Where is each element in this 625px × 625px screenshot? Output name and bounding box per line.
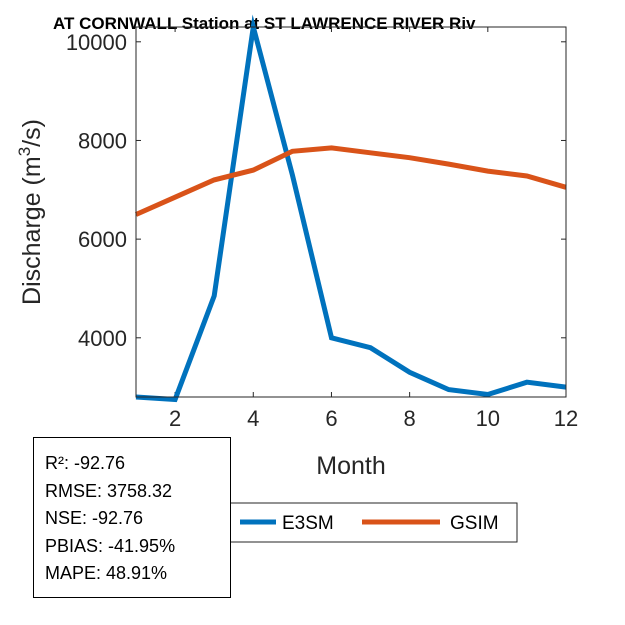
y-tick-labels: 4000 6000 8000 10000 — [66, 30, 127, 351]
stat-nse: NSE: -92.76 — [45, 508, 144, 528]
stat-rmse: RMSE: 3758.32 — [45, 480, 173, 501]
plot-frame — [135, 26, 567, 398]
y-axis-label-suffix: /s) — [18, 119, 46, 147]
legend-label-gsim: GSIM — [450, 513, 499, 534]
y-tick-label-6000: 6000 — [78, 227, 127, 252]
y-axis-label-superscript: 3 — [15, 147, 34, 156]
x-tick-label-10: 10 — [476, 406, 500, 431]
y-tick-label-10000: 10000 — [66, 30, 127, 55]
stat-pbias: PBIAS: -41.95% — [45, 535, 176, 556]
chart-title: AT CORNWALL Station at ST LAWRENCE RIVER… — [53, 14, 476, 33]
y-axis-label: Discharge (m3/s) — [15, 119, 46, 305]
x-tick-labels: 2 4 6 8 10 12 — [169, 406, 578, 431]
x-tick-label-2: 2 — [169, 406, 181, 431]
legend-label-e3sm: E3SM — [282, 513, 334, 534]
stats-box: R²: -92.76 RMSE: 3758.32 NSE: -92.76 PBI… — [33, 437, 231, 598]
series-line-e3sm — [135, 14, 567, 403]
x-tick-label-8: 8 — [404, 406, 416, 431]
x-tick-label-4: 4 — [247, 406, 259, 431]
x-tick-label-12: 12 — [554, 406, 578, 431]
stat-mape: MAPE: 48.91% — [45, 563, 168, 583]
y-tick-label-8000: 8000 — [78, 128, 127, 153]
y-axis-label-prefix: Discharge (m — [18, 156, 46, 305]
stat-r2: R²: -92.76 — [45, 453, 126, 473]
x-axis-label: Month — [316, 452, 385, 480]
series-lines-group — [134, 14, 567, 403]
legend: E3SM GSIM — [229, 502, 518, 543]
series-line-gsim — [134, 145, 567, 217]
y-tick-label-4000: 4000 — [78, 326, 127, 351]
x-tick-label-6: 6 — [325, 406, 337, 431]
